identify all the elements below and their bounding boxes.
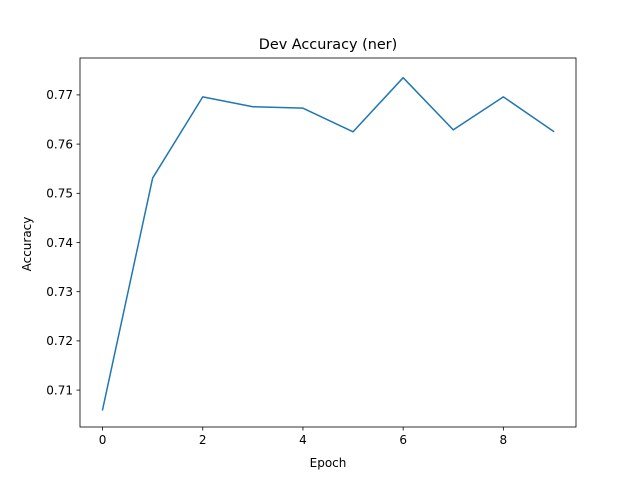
x-tick-label: 8: [500, 433, 508, 447]
x-tick-label: 2: [199, 433, 207, 447]
x-axis-label: Epoch: [310, 456, 347, 470]
y-tick-label: 0.74: [46, 236, 73, 250]
y-tick-label: 0.77: [46, 88, 73, 102]
y-tick-label: 0.75: [46, 187, 73, 201]
y-axis-label: Accuracy: [20, 217, 34, 272]
x-tick-label: 6: [399, 433, 407, 447]
y-tick-label: 0.76: [46, 137, 73, 151]
y-tick-label: 0.73: [46, 285, 73, 299]
chart-title: Dev Accuracy (ner): [259, 37, 397, 53]
x-tick-label: 0: [99, 433, 107, 447]
y-tick-label: 0.72: [46, 334, 73, 348]
x-tick-label: 4: [299, 433, 307, 447]
y-tick-label: 0.71: [46, 383, 73, 397]
